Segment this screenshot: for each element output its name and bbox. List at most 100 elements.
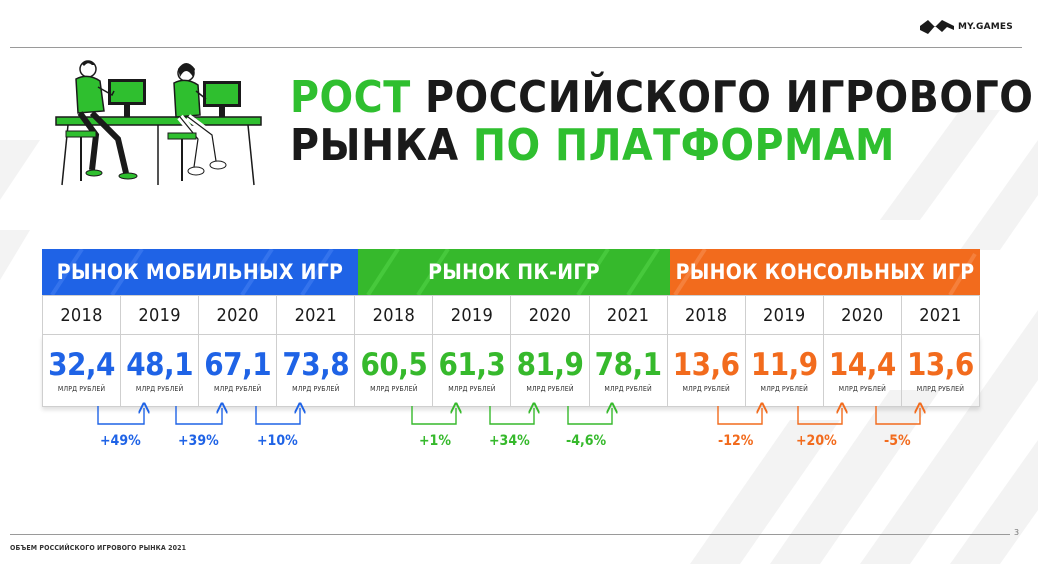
footer-caption: ОБЪЕМ РОССИЙСКОГО ИГРОВОГО РЫНКА 2021 — [10, 544, 187, 552]
title-text-1: РОССИЙСКОГО ИГРОВОГО — [424, 72, 1034, 123]
value-number: 13,6 — [906, 346, 974, 383]
year-label: 2020 — [841, 304, 884, 326]
header-texture — [50, 249, 334, 295]
value-unit: МЛРД РУБЛЕЙ — [370, 384, 418, 393]
value-cell: 13,6 МЛРД РУБЛЕЙ — [901, 335, 980, 407]
year-label: 2019 — [450, 304, 494, 326]
value-cell: 11,9 МЛРД РУБЛЕЙ — [745, 335, 824, 407]
title-accent-2: ПО ПЛАТФОРМАМ — [472, 120, 895, 171]
bottom-divider — [10, 534, 1010, 535]
value-cell: 14,4 МЛРД РУБЛЕЙ — [823, 335, 902, 407]
title-line-2: РЫНКА ПО ПЛАТФОРМАМ — [290, 122, 1033, 170]
growth-arrows — [97, 402, 980, 425]
page-number: 3 — [1014, 528, 1020, 537]
value-unit: МЛРД РУБЛЕЙ — [292, 384, 340, 393]
year-label: 2019 — [138, 304, 181, 326]
year-cell: 2019 — [121, 296, 200, 335]
growth-console-2020: +20% — [796, 433, 837, 449]
title-text-2: РЫНКА — [290, 120, 459, 171]
value-number: 78,1 — [594, 346, 662, 383]
growth-mobile-2021: +10% — [257, 433, 298, 449]
value-unit: МЛРД РУБЛЕЙ — [838, 384, 886, 393]
arrow-pc-1 — [411, 406, 456, 425]
value-unit: МЛРД РУБЛЕЙ — [916, 384, 965, 393]
value-number: 14,4 — [828, 346, 896, 383]
arrow-pc-3 — [567, 406, 612, 425]
value-number: 60,5 — [360, 346, 428, 383]
year-cell: 2021 — [901, 296, 980, 335]
year-label: 2021 — [919, 304, 962, 326]
header-pc-label: РЫНОК ПК-ИГР — [428, 260, 600, 284]
page-title: РОСТ РОССИЙСКОГО ИГРОВОГО РЫНКА ПО ПЛАТФ… — [290, 74, 1033, 170]
growth-pc-2019: +1% — [419, 433, 451, 449]
arrow-pc-2 — [489, 406, 534, 425]
arrow-mobile-2 — [175, 406, 222, 425]
value-cell: 48,1 МЛРД РУБЛЕЙ — [121, 335, 200, 407]
year-cell: 2019 — [745, 296, 824, 335]
mygames-logo-icon — [920, 20, 954, 34]
arrow-mobile-3 — [255, 406, 300, 425]
value-number: 13,6 — [672, 346, 740, 383]
year-cell: 2021 — [277, 296, 356, 335]
value-cell: 13,6 МЛРД РУБЛЕЙ — [667, 335, 746, 407]
year-label: 2018 — [372, 304, 416, 326]
growth-pc-2021: -4,6% — [566, 433, 607, 449]
top-divider — [10, 47, 1022, 48]
growth-console-2019: -12% — [718, 433, 754, 449]
arrow-console-3 — [875, 406, 920, 425]
value-number: 73,8 — [282, 346, 350, 383]
value-unit: МЛРД РУБЛЕЙ — [760, 384, 808, 393]
title-accent-1: РОСТ — [290, 72, 411, 123]
header-texture — [366, 249, 660, 295]
year-label: 2020 — [216, 304, 259, 326]
year-cell: 2020 — [511, 296, 590, 335]
value-number: 67,1 — [204, 346, 272, 383]
year-cell: 2020 — [199, 296, 278, 335]
year-cell: 2019 — [433, 296, 512, 335]
value-cell: 61,3 МЛРД РУБЛЕЙ — [433, 335, 512, 407]
arrow-console-1 — [717, 406, 762, 425]
mygames-logo: MY.GAMES — [920, 18, 1013, 36]
header-pc-market: РЫНОК ПК-ИГР — [358, 249, 670, 295]
value-number: 48,1 — [126, 346, 194, 383]
header-console-label: РЫНОК КОНСОЛЬНЫХ ИГР — [675, 260, 975, 284]
arrow-console-2 — [797, 406, 842, 425]
year-label: 2018 — [60, 304, 103, 326]
value-unit: МЛРД РУБЛЕЙ — [604, 384, 652, 393]
logo-text: MY.GAMES — [958, 22, 1013, 32]
arrow-mobile-1 — [97, 406, 144, 425]
year-cell: 2021 — [589, 296, 668, 335]
value-cell: 60,5 МЛРД РУБЛЕЙ — [355, 335, 434, 407]
growth-mobile-2020: +39% — [178, 433, 219, 449]
growth-console-2021: -5% — [884, 433, 911, 449]
values-row: 32,4 МЛРД РУБЛЕЙ 48,1 МЛРД РУБЛЕЙ 67,1 МЛРД… — [42, 335, 980, 407]
value-unit: МЛРД РУБЛЕЙ — [57, 384, 106, 393]
value-number: 81,9 — [516, 346, 584, 383]
value-unit: МЛРД РУБЛЕЙ — [214, 384, 262, 393]
year-label: 2019 — [763, 304, 806, 326]
year-label: 2018 — [684, 304, 728, 326]
value-unit: МЛРД РУБЛЕЙ — [526, 384, 574, 393]
header-mobile-label: РЫНОК МОБИЛЬНЫХ ИГР — [56, 260, 344, 284]
year-label: 2021 — [294, 304, 337, 326]
value-cell: 32,4 МЛРД РУБЛЕЙ — [43, 335, 122, 407]
year-cell: 2018 — [355, 296, 434, 335]
value-number: 11,9 — [750, 346, 818, 383]
value-cell: 67,1 МЛРД РУБЛЕЙ — [199, 335, 278, 407]
header-mobile-market: РЫНОК МОБИЛЬНЫХ ИГР — [42, 249, 358, 295]
value-cell: 81,9 МЛРД РУБЛЕЙ — [511, 335, 590, 407]
year-cell: 2020 — [823, 296, 902, 335]
growth-pc-2020: +34% — [489, 433, 530, 449]
title-line-1: РОСТ РОССИЙСКОГО ИГРОВОГО — [290, 74, 1033, 122]
value-number: 61,3 — [438, 346, 506, 383]
year-label: 2021 — [606, 304, 650, 326]
value-cell: 73,8 МЛРД РУБЛЕЙ — [277, 335, 356, 407]
value-unit: МЛРД РУБЛЕЙ — [135, 384, 184, 393]
value-unit: МЛРД РУБЛЕЙ — [448, 384, 496, 393]
year-cell: 2018 — [43, 296, 122, 335]
years-row: 2018 2019 2020 2021 2018 2019 2020 2021 … — [42, 295, 980, 335]
value-unit: МЛРД РУБЛЕЙ — [682, 384, 730, 393]
year-cell: 2018 — [667, 296, 746, 335]
header-texture — [673, 249, 977, 295]
